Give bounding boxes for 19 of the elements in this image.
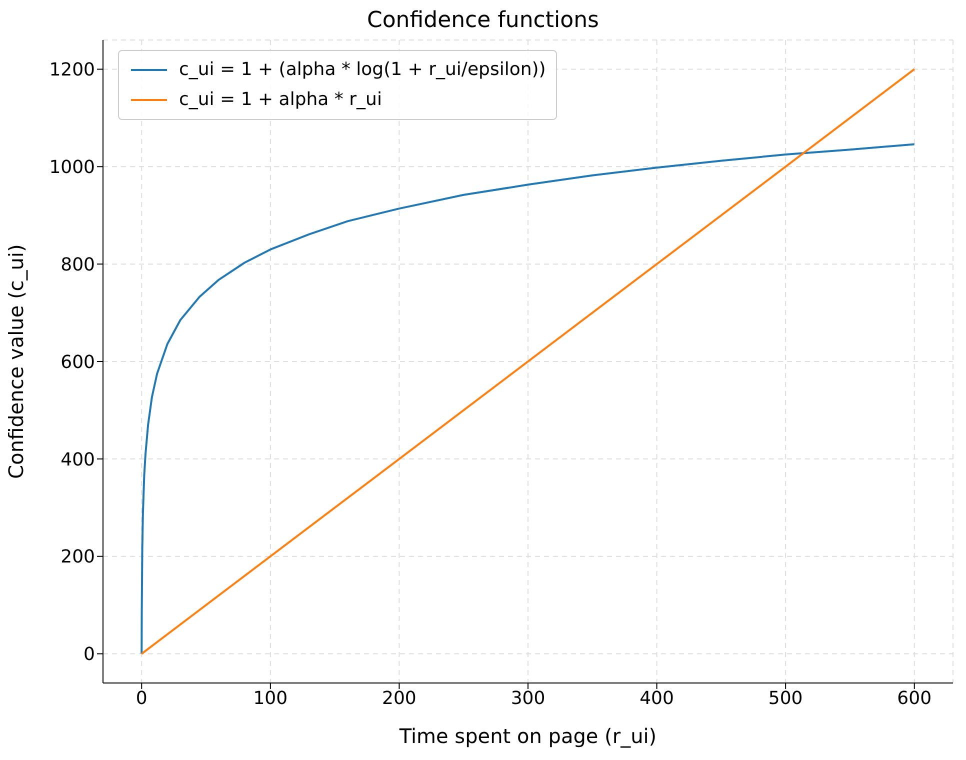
- x-axis-title: Time spent on page (r_ui): [398, 724, 657, 748]
- x-tick-label: 400: [640, 688, 674, 709]
- chart-title: Confidence functions: [366, 8, 600, 35]
- x-tick-label: 0: [136, 688, 148, 709]
- y-axis-title: Confidence value (c_ui): [4, 244, 28, 479]
- legend-label: c_ui = 1 + alpha * r_ui: [179, 88, 382, 112]
- x-tick-label: 500: [768, 688, 803, 709]
- x-tick-label: 200: [382, 688, 416, 709]
- x-tick-label: 300: [510, 688, 546, 709]
- y-tick-label: 600: [60, 352, 95, 373]
- y-tick-label: 1000: [49, 157, 95, 178]
- x-tick-label: 100: [253, 688, 288, 709]
- x-tick-label: 600: [897, 688, 932, 709]
- legend-label: c_ui = 1 + (alpha * log(1 + r_ui/epsilon)): [179, 58, 546, 82]
- y-tick-label: 0: [84, 644, 95, 666]
- y-tick-label: 200: [60, 546, 95, 568]
- y-tick-label: 800: [60, 254, 95, 276]
- y-tick-label: 400: [60, 449, 95, 470]
- y-tick-label: 1200: [49, 60, 95, 81]
